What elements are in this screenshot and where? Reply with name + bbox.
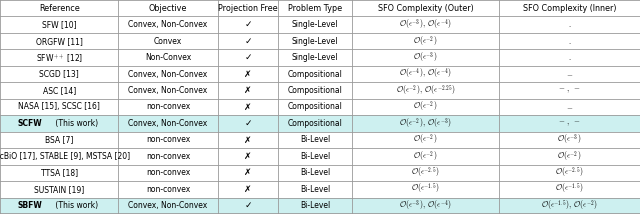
Text: (This work): (This work) [52,201,98,210]
Text: $\mathcal{O}(\epsilon^{-3})$: $\mathcal{O}(\epsilon^{-3})$ [413,50,438,65]
Text: ✗: ✗ [244,168,252,177]
Text: ✓: ✓ [244,20,252,29]
Text: Convex, Non-Convex: Convex, Non-Convex [129,201,207,210]
Text: ✗: ✗ [244,103,252,111]
Text: Problem Type: Problem Type [288,4,342,13]
Text: $\cdot$: $\cdot$ [568,37,572,46]
Text: Convex, Non-Convex: Convex, Non-Convex [129,86,207,95]
Text: SFO Complexity (Inner): SFO Complexity (Inner) [523,4,616,13]
Text: ✗: ✗ [244,86,252,95]
Text: non-convex: non-convex [146,168,190,177]
Text: Compositional: Compositional [288,103,342,111]
Text: SCGD [13]: SCGD [13] [39,70,79,79]
Text: $-$: $-$ [566,103,573,111]
Text: Convex, Non-Convex: Convex, Non-Convex [129,70,207,79]
Text: ✓: ✓ [244,37,252,46]
Text: SBFW: SBFW [18,201,42,210]
Text: $\mathcal{O}(\epsilon^{-2.5})$: $\mathcal{O}(\epsilon^{-2.5})$ [412,166,440,180]
Text: $\mathcal{O}(\epsilon^{-2})$: $\mathcal{O}(\epsilon^{-2})$ [413,149,438,164]
Text: Reference: Reference [39,4,79,13]
Text: SFW [10]: SFW [10] [42,20,77,29]
Text: $\mathcal{O}(\epsilon^{-2})$: $\mathcal{O}(\epsilon^{-2})$ [413,100,438,114]
Text: Projection Free: Projection Free [218,4,278,13]
Text: Convex, Non-Convex: Convex, Non-Convex [129,119,207,128]
Text: ✗: ✗ [244,135,252,144]
Text: Non-Convex: Non-Convex [145,53,191,62]
Text: NASA [15], SCSC [16]: NASA [15], SCSC [16] [19,103,100,111]
Text: Compositional: Compositional [288,119,342,128]
Text: Bi-Level: Bi-Level [300,185,330,194]
Text: $\mathcal{O}(\epsilon^{-2.5})$: $\mathcal{O}(\epsilon^{-2.5})$ [556,166,584,180]
Text: BSA [7]: BSA [7] [45,135,74,144]
Text: $\cdot$: $\cdot$ [568,53,572,62]
Text: (This work): (This work) [52,119,98,128]
Text: $-\ ,\ -$: $-\ ,\ -$ [558,119,581,128]
Text: $\mathcal{O}(\epsilon^{-1.5})$: $\mathcal{O}(\epsilon^{-1.5})$ [556,182,584,196]
Text: $\mathcal{O}(\epsilon^{-3}),\ \mathcal{O}(\epsilon^{-4})$: $\mathcal{O}(\epsilon^{-3}),\ \mathcal{O… [399,17,452,32]
Text: non-convex: non-convex [146,185,190,194]
Text: ✓: ✓ [244,201,252,210]
Text: SCFW: SCFW [18,119,42,128]
Text: Bi-Level: Bi-Level [300,168,330,177]
Text: $\mathcal{O}(\epsilon^{-4}),\ \mathcal{O}(\epsilon^{-4})$: $\mathcal{O}(\epsilon^{-4}),\ \mathcal{O… [399,67,452,82]
Text: Compositional: Compositional [288,70,342,79]
Text: TTSA [18]: TTSA [18] [40,168,78,177]
Text: $\mathcal{O}(\epsilon^{-3}),\ \mathcal{O}(\epsilon^{-4})$: $\mathcal{O}(\epsilon^{-3}),\ \mathcal{O… [399,198,452,213]
Text: non-convex: non-convex [146,135,190,144]
Text: non-convex: non-convex [146,152,190,161]
Text: $-\ ,\ -$: $-\ ,\ -$ [558,86,581,95]
Text: ORGFW [11]: ORGFW [11] [36,37,83,46]
Text: stocBiO [17], STABLE [9], MSTSA [20]: stocBiO [17], STABLE [9], MSTSA [20] [0,152,131,161]
Text: non-convex: non-convex [146,103,190,111]
Text: $\mathcal{O}(\epsilon^{-1.5})$: $\mathcal{O}(\epsilon^{-1.5})$ [412,182,440,196]
Text: $\cdot$: $\cdot$ [568,20,572,29]
Text: Single-Level: Single-Level [292,37,339,46]
Text: Single-Level: Single-Level [292,53,339,62]
Text: Objective: Objective [149,4,187,13]
Text: $-$: $-$ [566,70,573,79]
Text: $\mathcal{O}(\epsilon^{-2}),\ \mathcal{O}(\epsilon^{-2.25})$: $\mathcal{O}(\epsilon^{-2}),\ \mathcal{O… [396,83,456,98]
Text: ✗: ✗ [244,185,252,194]
Text: ✓: ✓ [244,53,252,62]
Text: Bi-Level: Bi-Level [300,135,330,144]
Text: Bi-Level: Bi-Level [300,201,330,210]
Text: Single-Level: Single-Level [292,20,339,29]
Text: SFO Complexity (Outer): SFO Complexity (Outer) [378,4,474,13]
Text: ✗: ✗ [244,152,252,161]
Text: $\mathcal{O}(\epsilon^{-2})$: $\mathcal{O}(\epsilon^{-2})$ [557,149,582,164]
Text: Compositional: Compositional [288,86,342,95]
Text: $\mathcal{O}(\epsilon^{-3})$: $\mathcal{O}(\epsilon^{-3})$ [557,132,582,147]
Text: $\mathcal{O}(\epsilon^{-1.5}),\ \mathcal{O}(\epsilon^{-2})$: $\mathcal{O}(\epsilon^{-1.5}),\ \mathcal… [541,199,598,213]
Text: $\mathcal{O}(\epsilon^{-2})$: $\mathcal{O}(\epsilon^{-2})$ [413,132,438,147]
Text: Bi-Level: Bi-Level [300,152,330,161]
Text: Convex, Non-Convex: Convex, Non-Convex [129,20,207,29]
Text: SUSTAIN [19]: SUSTAIN [19] [34,185,84,194]
Text: $\mathcal{O}(\epsilon^{-2})$: $\mathcal{O}(\epsilon^{-2})$ [413,34,438,49]
Bar [0,115,640,132]
Text: Convex: Convex [154,37,182,46]
Text: ✗: ✗ [244,70,252,79]
Text: $\mathcal{O}(\epsilon^{-2}),\ \mathcal{O}(\epsilon^{-3})$: $\mathcal{O}(\epsilon^{-2}),\ \mathcal{O… [399,116,452,131]
Text: ✓: ✓ [244,119,252,128]
Text: ASC [14]: ASC [14] [43,86,76,95]
Bar [0,198,640,214]
Text: SFW$^{++}$ [12]: SFW$^{++}$ [12] [36,52,83,64]
